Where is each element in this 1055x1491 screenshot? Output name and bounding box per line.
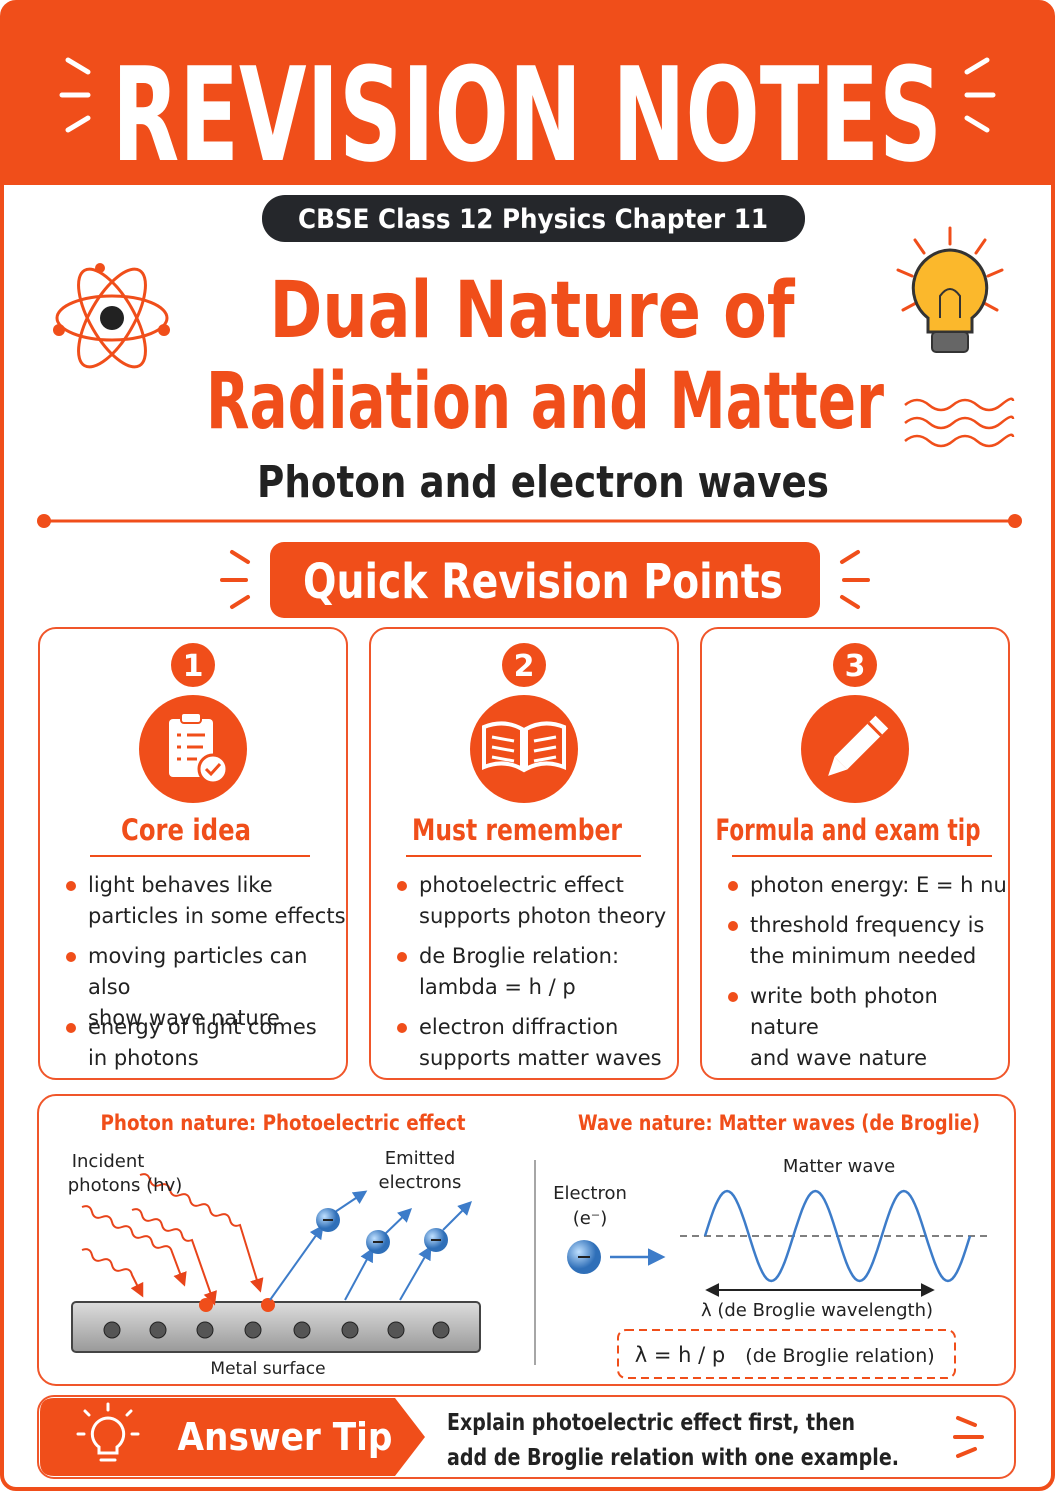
formula-note: (de Broglie relation) [745,1345,934,1367]
point-line: in photons [88,1046,199,1070]
point-line: particles in some effects [88,904,346,928]
point-line: lambda = h / p [419,975,576,999]
point: write both photon nature and wave nature [728,981,1008,1074]
incident-label: photons (hv) [68,1175,183,1196]
card-title: Must remember [412,813,623,847]
emitted-label: electrons [379,1172,462,1193]
metal-surface [71,1301,481,1353]
card-title: Core idea [121,813,251,847]
point: light behaves like particles in some effe… [66,870,346,932]
card-icon [169,712,229,785]
divider-dot [37,514,51,528]
heading-line: Radiation and Matter [206,357,884,447]
point-line: photon energy: E = h nu [750,873,1007,897]
electron-paths [269,1190,472,1301]
section-title: Quick Revision Points [303,554,783,610]
badge: CBSE Class 12 Physics Chapter 11 [298,204,768,235]
tip-text: Explain photoelectric effect first, then [447,1410,855,1436]
number-circle [502,643,546,687]
header-band [2,2,1053,185]
title: REVISION NOTES [112,39,942,191]
formula: λ = h / p [635,1343,725,1367]
tip-label: Answer Tip [178,1415,393,1459]
card: 2 Must remember photoelectric effect supp… [369,627,679,1080]
diagram-title: Wave nature: Matter waves (de Broglie) [578,1111,980,1135]
point: photon energy: E = h nu [728,870,1007,901]
subtitle: Photon and electron waves [257,457,829,508]
electron-label: Electron [553,1183,627,1204]
card: 1 Core idea light behaves like particles … [38,627,348,1080]
atom-icon [53,263,170,369]
surface-label: Metal surface [210,1359,325,1379]
point-line: supports matter waves [419,1046,662,1070]
point-line: the minimum needed [750,944,977,968]
card-number: 1 [183,649,204,684]
point-line: moving particles can also [88,944,308,999]
number-circle [171,643,215,687]
point-line: energy of light comes [88,1015,317,1039]
point: moving particles can also show wave natur… [66,941,346,1034]
formula-box [617,1329,956,1379]
tip-box [37,1395,1016,1479]
section-sparks [220,550,870,609]
card-graphics: 2 Must remember [406,643,641,857]
card-graphics: 1 Core idea [90,643,310,857]
tip-tab [40,1398,425,1476]
card-icon [482,721,566,773]
header-sparks [59,57,996,133]
photon-rays [81,1173,264,1306]
point-line: photoelectric effect [419,873,624,897]
tip-text: add de Broglie relation with one example… [447,1445,899,1471]
point-line: supports photon theory [419,904,667,928]
impact-sparks [199,1298,275,1312]
point-line: threshold frequency is [750,913,985,937]
number-circle [833,643,877,687]
diagram-title: Photon nature: Photoelectric effect [101,1111,466,1135]
card-number: 3 [845,649,866,684]
point: threshold frequency is the minimum needed [727,910,985,972]
matter-wave [703,1189,972,1283]
point-line: electron diffraction [419,1015,619,1039]
waves-icon [904,397,1015,448]
point-line: and wave nature [750,1046,928,1070]
point: energy of light comes in photons [66,1012,317,1074]
divider-dot [1008,514,1022,528]
tip-sparks [953,1416,984,1458]
wavelength-label: λ (de Broglie wavelength) [701,1300,933,1321]
point-line: write both photon nature [750,984,938,1039]
tip-bulb [76,1402,140,1462]
card-graphics: 3 Formula and exam tip [716,643,992,857]
emitted-label: Emitted [385,1148,456,1169]
point-line: de Broglie relation: [419,944,620,968]
incident-label: Incident [72,1151,145,1172]
point: de Broglie relation: lambda = h / p [396,941,620,1003]
bulb-icon [896,226,1004,353]
wave-label: Matter wave [783,1156,895,1177]
heading-line: Dual Nature of [270,266,796,356]
electrons [316,1208,601,1274]
point-line: light behaves like [88,873,273,897]
electron-label: (e⁻) [573,1208,608,1229]
point-line: show wave nature [88,1006,280,1030]
section-title-bg [270,542,820,618]
card-number: 2 [514,649,535,684]
point: electron diffraction supports matter wave… [397,1012,662,1074]
card: 3 Formula and exam tip photon energy: E … [700,627,1010,1080]
diagram-box [37,1094,1016,1386]
card-title: Formula and exam tip [716,813,981,847]
badge-bg [262,195,805,242]
point: photoelectric effect supports photon theo… [396,870,667,932]
